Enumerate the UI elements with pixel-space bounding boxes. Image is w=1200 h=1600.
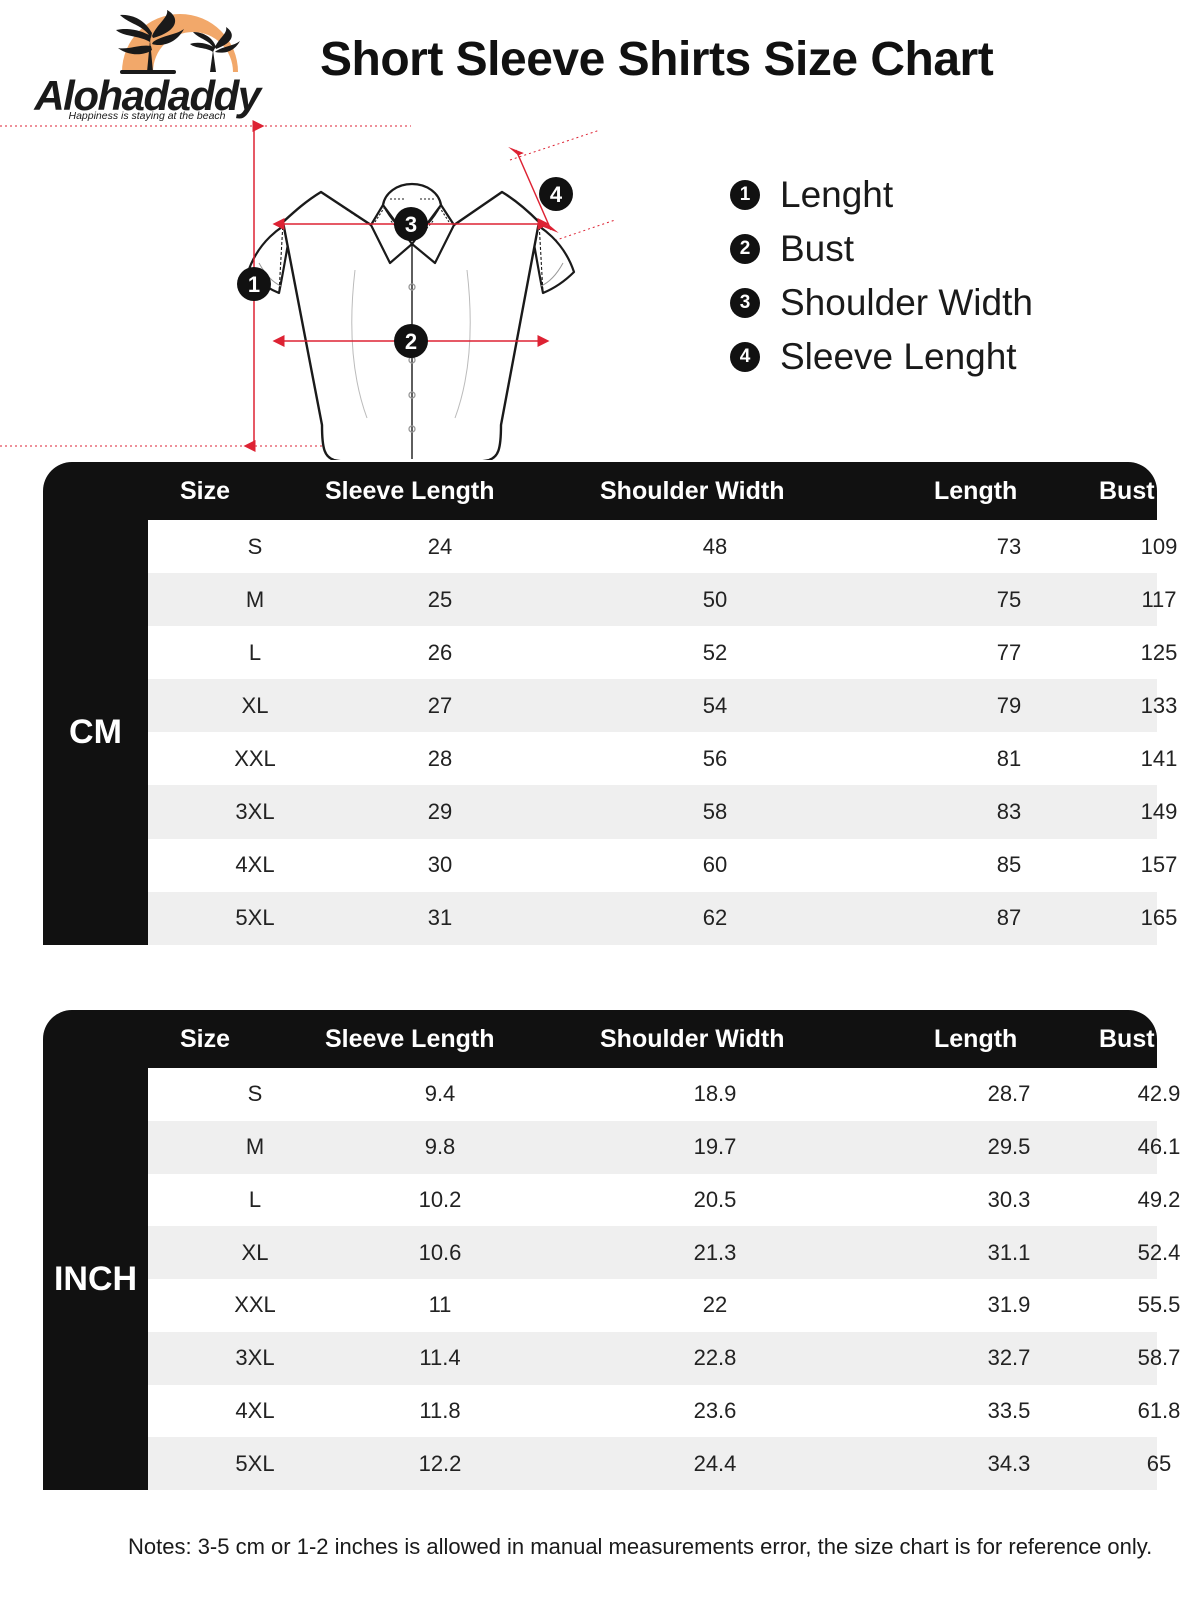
svg-text:3: 3 — [405, 212, 417, 237]
svg-text:4: 4 — [550, 182, 563, 207]
svg-text:1: 1 — [248, 272, 260, 297]
svg-text:2: 2 — [405, 329, 417, 354]
